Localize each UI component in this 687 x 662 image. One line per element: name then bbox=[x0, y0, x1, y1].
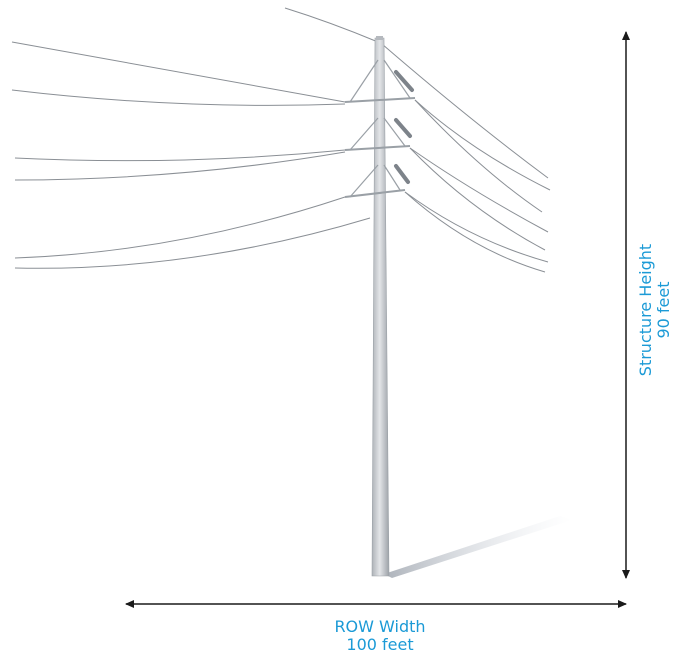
row-width-title: ROW Width bbox=[334, 617, 426, 636]
crossarms bbox=[344, 59, 416, 198]
insulators bbox=[394, 70, 414, 184]
row-width-value: 100 feet bbox=[346, 635, 414, 654]
utility-pole bbox=[371, 36, 390, 577]
structure-height-title: Structure Height bbox=[636, 243, 655, 377]
pole-shadow bbox=[384, 516, 572, 578]
structure-height-value: 90 feet bbox=[654, 281, 673, 339]
conductor-wires bbox=[11, 7, 551, 273]
row-width-label: ROW Width 100 feet bbox=[310, 618, 450, 654]
structure-height-label: Structure Height 90 feet bbox=[636, 210, 673, 410]
